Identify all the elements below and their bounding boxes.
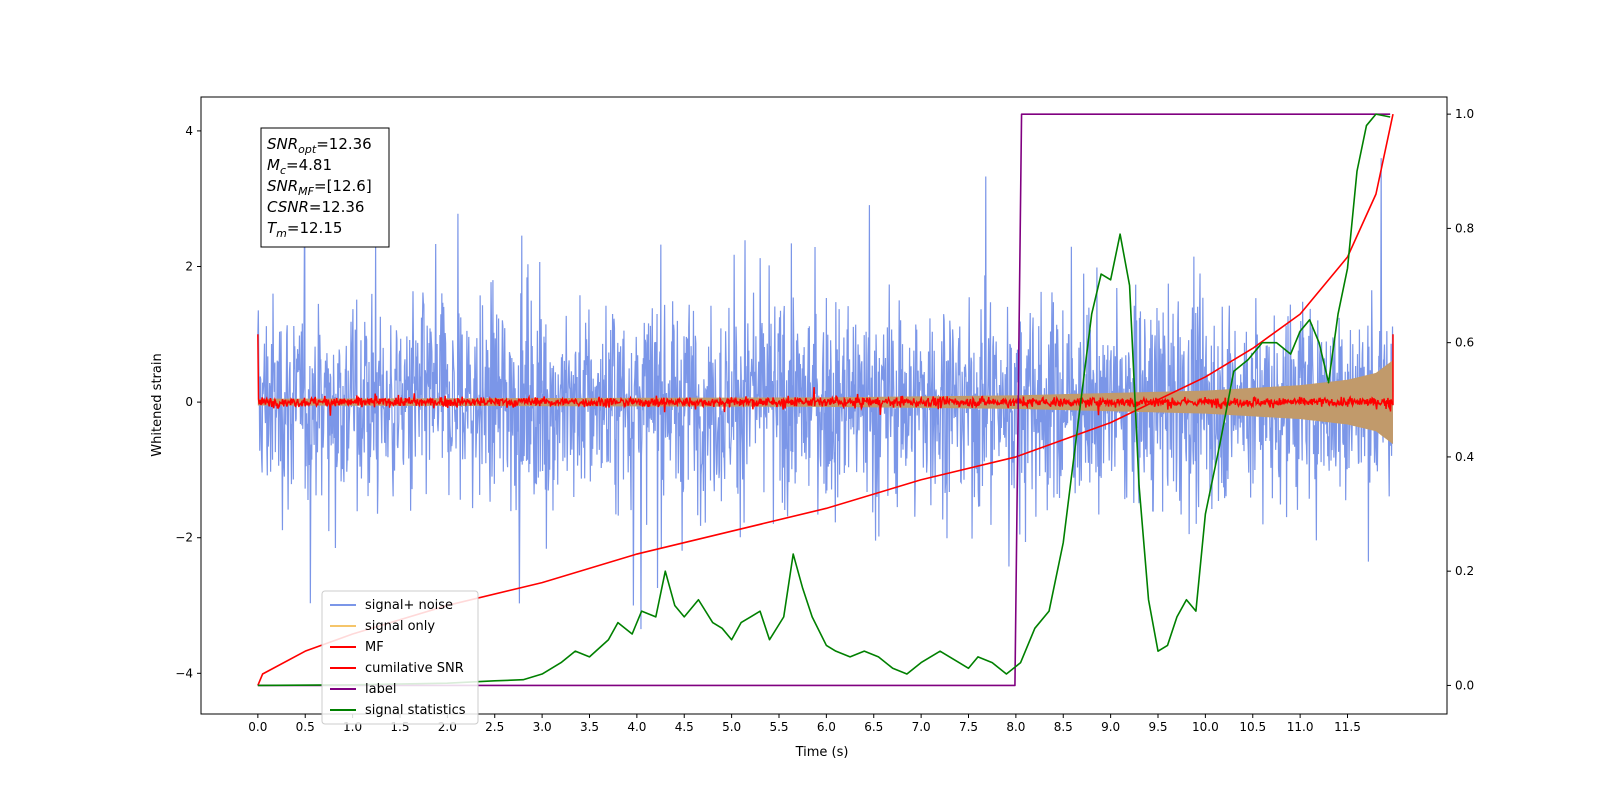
x-tick-label: 0.0 [248,720,267,734]
x-tick-label: 10.0 [1192,720,1219,734]
x-tick-label: 8.5 [1054,720,1073,734]
legend-frame [321,590,479,725]
x-tick-label: 3.5 [580,720,599,734]
series-mf-line [257,334,1394,416]
annotation-line: SNRopt=12.36 [267,135,372,156]
y2-tick-label: 0.6 [1455,336,1474,350]
y-tick-label: 0 [185,395,193,409]
x-tick-label: 2.5 [485,720,504,734]
y2-tick-label: 0.0 [1455,678,1474,692]
series-label-line [257,113,1391,687]
x-tick-label: 6.5 [864,720,883,734]
x-tick-label: 3.0 [533,720,552,734]
y-tick-label: 4 [185,124,193,138]
x-tick-label: 6.0 [817,720,836,734]
x-tick-label: 11.5 [1334,720,1361,734]
y-tick-label: −2 [175,531,193,545]
legend-label: signal statistics [365,703,466,718]
plot-frame [200,96,1448,715]
y2-tick-label: 0.2 [1455,564,1474,578]
x-tick-label: 11.0 [1287,720,1314,734]
y2-tick-label: 1.0 [1455,107,1474,121]
series-signal-statistics-line [257,113,1391,687]
legend-label: signal only [365,619,435,634]
legend-label: signal+ noise [365,598,453,613]
x-tick-label: 4.0 [627,720,646,734]
annotation-line: Mc=4.81 [267,156,332,177]
legend: signal+ noise signal only MF cumilative SNR… [321,590,479,725]
x-tick-label: 8.0 [1006,720,1025,734]
annotation-line: SNRMF=[12.6] [267,177,372,198]
legend-label: label [365,682,396,697]
y-tick-label: −4 [175,666,193,680]
annotation-line: Tm=12.15 [267,219,342,240]
annotation-frame [260,127,390,248]
annotation-box: SNRopt=12.36Mc=4.81SNRMF=[12.6]CSNR=12.3… [260,127,390,248]
y-axis-label: Whitened strain [150,353,165,456]
x-tick-label: 7.0 [912,720,931,734]
y-axis-right-ticks: 1.0 0.8 0.6 0.4 0.2 0.0 [1447,107,1474,692]
x-tick-label: 10.5 [1239,720,1266,734]
x-tick-label: 5.0 [722,720,741,734]
legend-label: MF [365,640,384,655]
legend-label: cumilative SNR [365,661,464,676]
x-tick-label: 5.5 [769,720,788,734]
x-tick-label: 4.5 [675,720,694,734]
y2-tick-label: 0.8 [1455,221,1474,235]
x-tick-label: 7.5 [959,720,978,734]
x-tick-label: 9.0 [1101,720,1120,734]
y2-tick-label: 0.4 [1455,450,1474,464]
y-axis-left-ticks: 4 2 0 −2 −4 [175,124,201,680]
series-signal-noise-line [257,158,1394,630]
x-tick-label: 0.5 [296,720,315,734]
y-tick-label: 2 [185,260,193,274]
annotation-line: CSNR=12.36 [267,198,364,216]
x-tick-label: 9.5 [1148,720,1167,734]
x-axis-ticks: 0.0 0.5 1.0 1.5 2.0 2.5 3.0 3.5 4.0 4.5 5.0 5.5 6.0 6… [248,714,1361,734]
x-axis-label: Time (s) [795,745,849,760]
